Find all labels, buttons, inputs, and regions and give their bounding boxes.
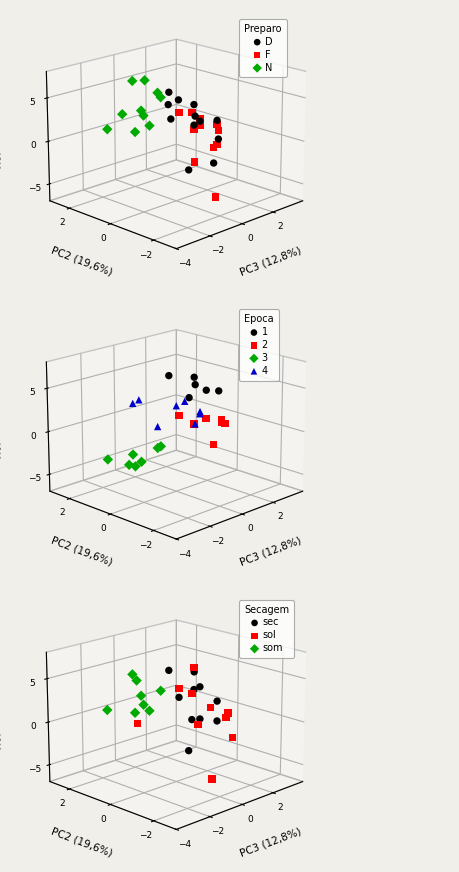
X-axis label: PC3 (12,8%): PC3 (12,8%) [238, 826, 302, 858]
Legend: sec, sol, som: sec, sol, som [239, 600, 294, 658]
Y-axis label: PC2 (19,6%): PC2 (19,6%) [50, 245, 114, 277]
Y-axis label: PC2 (19,6%): PC2 (19,6%) [50, 535, 114, 568]
Legend: D, F, N: D, F, N [239, 19, 286, 78]
Legend: 1, 2, 3, 4: 1, 2, 3, 4 [239, 310, 278, 381]
X-axis label: PC3 (12,8%): PC3 (12,8%) [238, 535, 302, 568]
X-axis label: PC3 (12,8%): PC3 (12,8%) [238, 245, 302, 277]
Y-axis label: PC2 (19,6%): PC2 (19,6%) [50, 826, 114, 858]
